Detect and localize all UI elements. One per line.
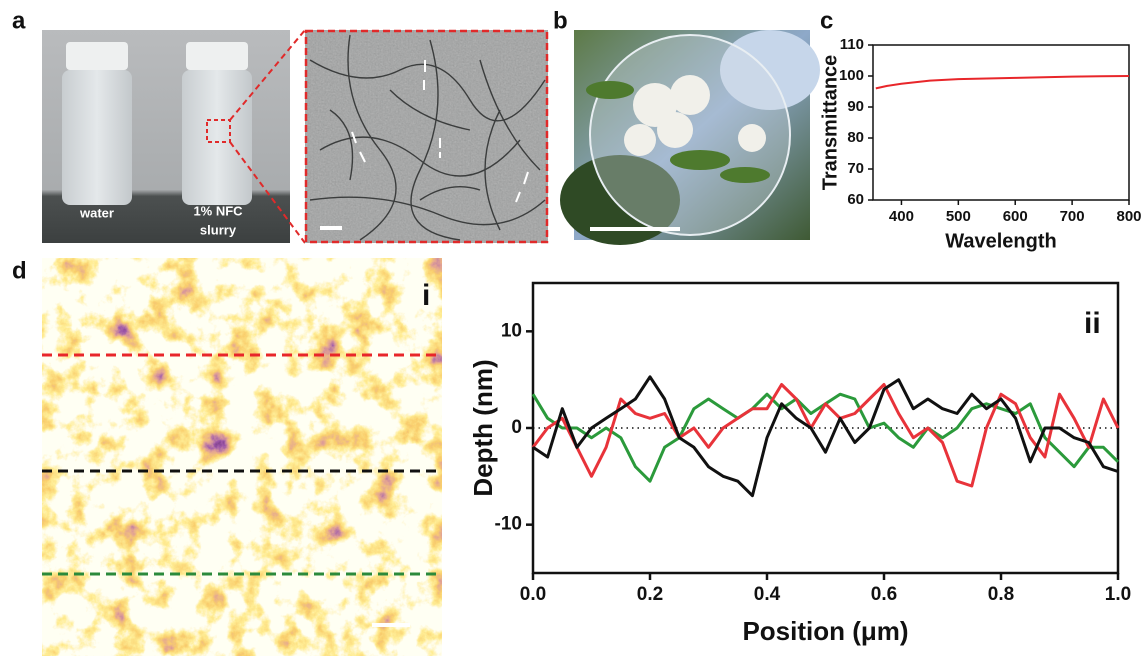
x-axis-label: Wavelength — [945, 230, 1057, 252]
x-tick-label: 500 — [946, 208, 971, 225]
panel-label: b — [553, 7, 568, 34]
x-tick-label: 0.0 — [520, 584, 546, 605]
sublabel: i — [422, 279, 430, 312]
y-axis-label: Transmittance — [819, 55, 841, 191]
x-tick-label: 0.6 — [871, 584, 897, 605]
x-tick-label: 400 — [889, 208, 914, 225]
panel-label: c — [820, 7, 833, 34]
plot-frame — [873, 45, 1129, 200]
x-tick-label: 700 — [1060, 208, 1085, 225]
caption: 1% NFC — [193, 203, 243, 218]
y-tick-label: 60 — [847, 191, 864, 208]
x-tick-label: 600 — [1003, 208, 1028, 225]
caption: water — [79, 205, 114, 220]
x-tick-label: 0.4 — [754, 584, 781, 605]
x-tick-label: 800 — [1116, 208, 1141, 225]
caption: slurry — [200, 222, 237, 237]
afm-image — [42, 258, 442, 656]
y-tick-label: 100 — [839, 67, 864, 84]
flower-photo — [560, 30, 820, 245]
sublabel: ii — [1084, 307, 1101, 340]
y-tick-label: 10 — [501, 320, 522, 341]
figure: a water 1% NFC slurry b c d i ii 400 500 6… — [0, 0, 1148, 656]
panel-label: a — [12, 7, 26, 34]
data-line — [533, 385, 1118, 487]
y-tick-label: 0 — [511, 417, 522, 438]
x-tick-label: 0.8 — [988, 584, 1014, 605]
x-tick-label: 0.2 — [637, 584, 663, 605]
y-tick-label: 90 — [847, 98, 864, 115]
y-tick-label: 80 — [847, 129, 864, 146]
y-tick-label: -10 — [495, 514, 522, 535]
x-tick-label: 1.0 — [1105, 584, 1131, 605]
tem-image — [305, 30, 548, 243]
y-tick-label: 70 — [847, 160, 864, 177]
x-axis-label: Position (μm) — [742, 616, 908, 646]
y-axis-label: Depth (nm) — [468, 359, 498, 496]
panel-label: d — [12, 257, 27, 284]
data-line — [876, 76, 1129, 88]
y-tick-label: 110 — [840, 36, 864, 53]
